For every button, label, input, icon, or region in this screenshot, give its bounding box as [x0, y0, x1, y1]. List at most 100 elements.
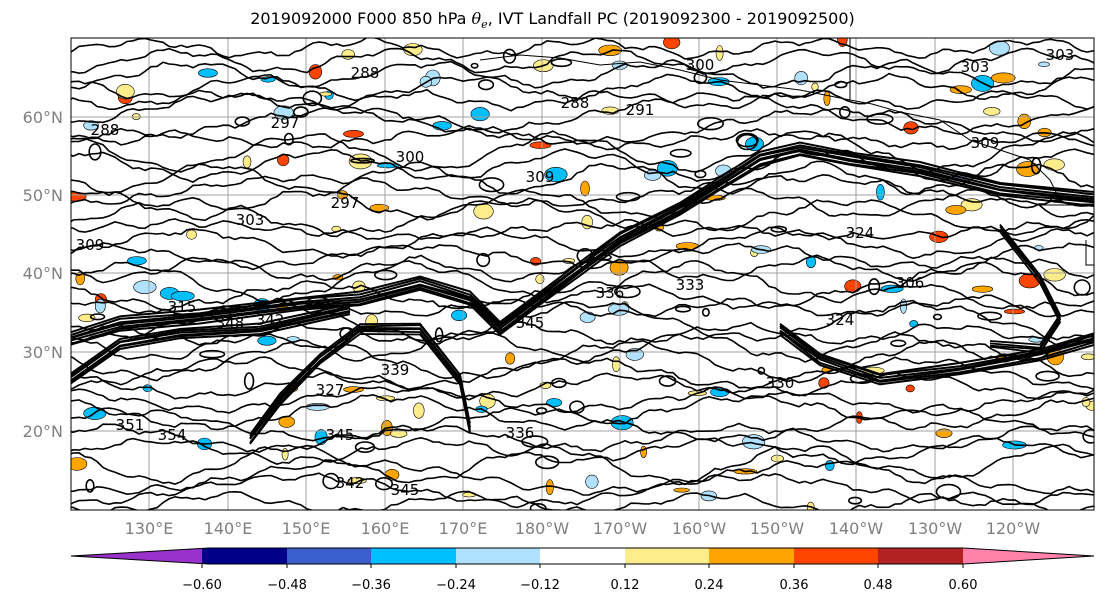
closed-contour — [88, 143, 102, 161]
alaska-outline — [479, 54, 851, 101]
pc-patch — [794, 71, 809, 86]
closed-contour — [85, 478, 95, 493]
closed-contour — [529, 503, 547, 510]
pc-patch — [971, 285, 994, 293]
theta-symbol: θ — [471, 9, 482, 28]
pc-patch — [505, 352, 516, 365]
contour-label: 306 — [896, 274, 925, 292]
contour-label: 327 — [316, 381, 345, 399]
theta-e-contours — [71, 38, 1094, 510]
frontal-contour — [989, 231, 1062, 354]
theta-e-contour — [71, 339, 1094, 382]
closed-contour — [302, 90, 323, 107]
lon-tick-label: 160°W — [672, 519, 727, 538]
pc-patch — [611, 356, 621, 373]
pc-patch — [546, 398, 563, 408]
contour-label: 300 — [396, 148, 425, 166]
colorbar-tick-label: 0.12 — [611, 578, 640, 593]
colorbar-segment — [456, 548, 540, 564]
frontal-contour — [249, 333, 471, 445]
closed-contour — [374, 477, 393, 491]
closed-contour — [470, 62, 479, 69]
closed-contour — [550, 58, 573, 68]
colorbar-segment — [371, 548, 456, 564]
pc-patch — [473, 203, 494, 220]
contour-label: 324 — [826, 311, 855, 329]
pc-patch — [535, 274, 545, 284]
colorbar-segment — [794, 548, 878, 564]
contour-label: 291 — [626, 101, 655, 119]
colorbar-extend-low — [71, 548, 209, 564]
frontal-contour — [249, 330, 471, 444]
closed-contour — [521, 435, 549, 448]
theta-e-contour — [71, 130, 1094, 173]
lat-tick-label: 20°N — [23, 422, 63, 441]
closed-contour — [350, 157, 375, 164]
contour-label: 345 — [391, 481, 420, 499]
frontal-contour — [779, 323, 1094, 376]
pc-patch — [742, 434, 766, 450]
pc-patch — [198, 68, 218, 78]
lat-tick-label: 60°N — [23, 108, 63, 127]
theta-e-contour — [71, 407, 1094, 443]
contour-label: 339 — [381, 361, 410, 379]
theta-e-contour — [71, 107, 1094, 147]
contour-label: 324 — [846, 224, 875, 242]
colorbar-tick-label: −0.60 — [182, 578, 222, 593]
closed-contour — [534, 455, 560, 470]
closed-contour — [935, 483, 962, 500]
contour-label: 348 — [216, 314, 245, 332]
theta-e-contour — [71, 38, 1094, 60]
pc-patch — [83, 120, 99, 131]
longitude-labels: 130°E 140°E 150°E 160°E 170°E 180°W 170°W 160°W… — [125, 519, 1041, 538]
frontal-contour — [71, 146, 1094, 339]
contour-label: 303 — [236, 211, 265, 229]
theta-e-contour — [71, 127, 1094, 151]
theta-e-contour — [71, 459, 1094, 496]
pc-patch — [673, 487, 690, 493]
frontal-contour — [989, 228, 1062, 351]
closed-contour — [1082, 428, 1094, 444]
title-subscript: e — [481, 18, 488, 32]
pc-patch — [903, 121, 919, 135]
closed-contour — [478, 177, 505, 193]
contour-label: 297 — [331, 194, 360, 212]
frontal-contour — [779, 330, 1094, 383]
frontal-contour — [71, 149, 1094, 342]
frontal-contour — [71, 154, 1094, 346]
theta-e-contour — [71, 371, 1094, 401]
theta-e-contour — [71, 92, 1094, 136]
closed-contour — [838, 105, 851, 119]
pc-patch — [991, 72, 1016, 84]
lon-tick-label: 130°W — [908, 519, 963, 538]
pc-patch — [585, 474, 599, 489]
closed-contour — [502, 48, 517, 64]
lon-tick-label: 140°E — [204, 519, 253, 538]
coastline — [479, 38, 1094, 266]
pc-patch — [544, 167, 568, 183]
closed-contour — [243, 372, 255, 390]
frontal-contour — [779, 329, 1094, 382]
lon-tick-label: 120°W — [986, 519, 1041, 538]
contour-label: 288 — [351, 64, 380, 82]
closed-contour — [757, 366, 766, 375]
contour-label: 342 — [336, 474, 365, 492]
theta-e-contour — [71, 160, 1094, 197]
theta-e-contour — [71, 88, 1094, 112]
closed-contour — [535, 407, 548, 415]
colorbar-tick-label: −0.36 — [351, 578, 391, 593]
frontal-contour — [71, 307, 351, 378]
pc-patch — [1038, 61, 1050, 68]
closed-contour — [306, 296, 331, 307]
closed-contour — [292, 106, 309, 118]
closed-contour — [834, 80, 848, 89]
colorbar-tick-label: −0.48 — [267, 578, 307, 593]
contour-label: 315 — [168, 298, 197, 316]
pc-patch — [1043, 268, 1066, 282]
frontal-contour — [779, 326, 1094, 379]
closed-contour — [576, 248, 594, 264]
theta-e-contour — [71, 490, 1094, 510]
closed-contour — [614, 284, 641, 299]
closed-contour — [932, 313, 943, 321]
